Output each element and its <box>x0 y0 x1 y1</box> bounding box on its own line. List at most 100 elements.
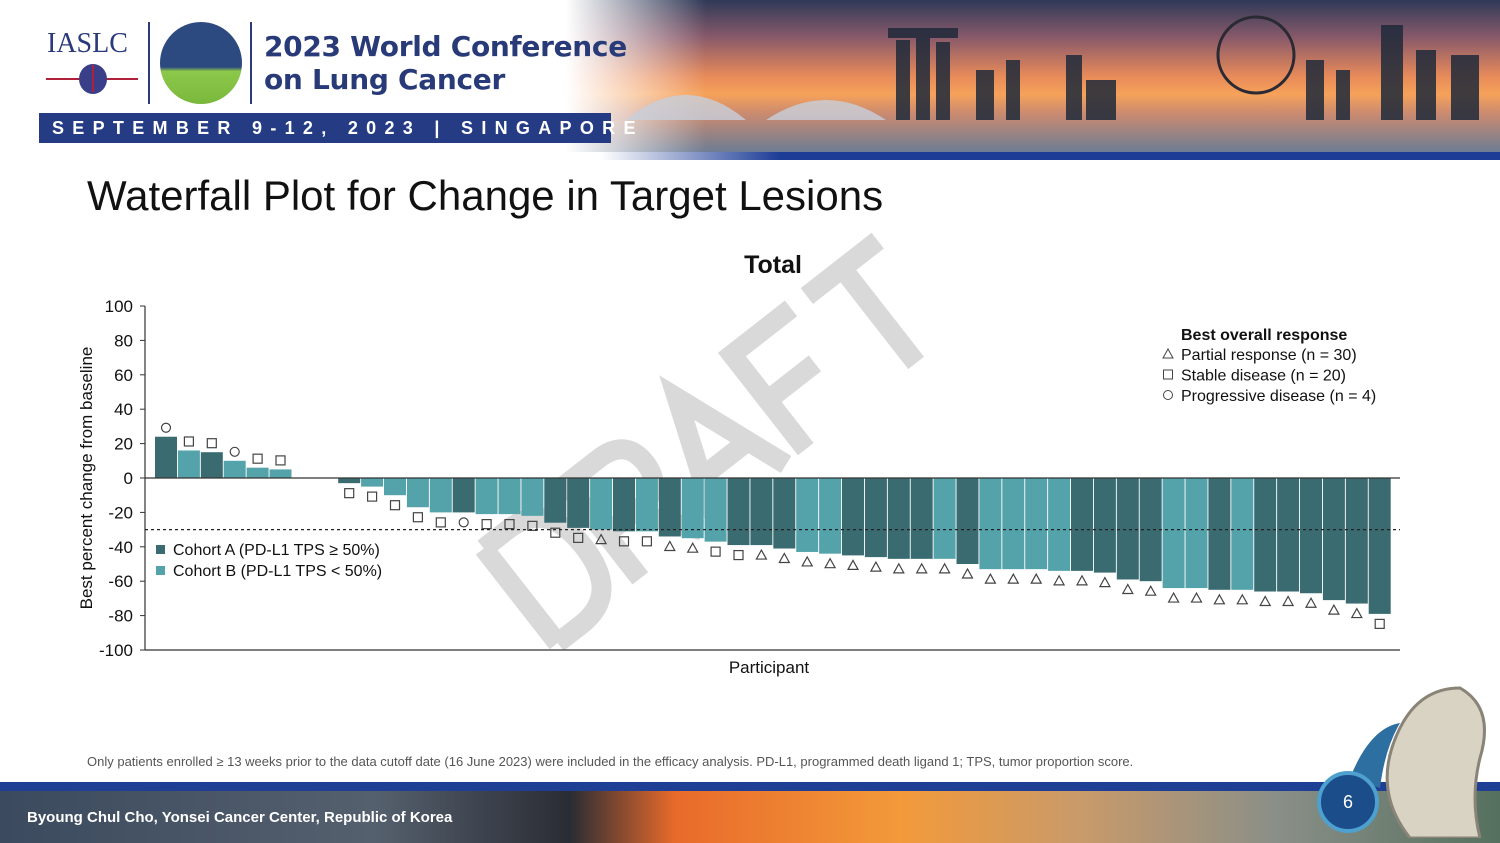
stable-disease-marker <box>504 519 515 530</box>
y-axis-label: Best percent change from baseline <box>77 347 96 610</box>
footer-line <box>0 782 1500 791</box>
y-tick-label: -40 <box>108 538 133 557</box>
bar-cohort-a <box>1345 478 1368 604</box>
y-tick-label: 60 <box>114 366 133 385</box>
partial-response-marker <box>686 541 699 553</box>
partial-response-marker <box>1282 595 1295 607</box>
partial-response-marker <box>1007 572 1020 584</box>
page-number: 6 <box>1317 771 1379 833</box>
bar-cohort-b <box>429 478 452 513</box>
bar-cohort-b <box>1231 478 1254 590</box>
partial-response-marker <box>846 559 860 570</box>
conference-title-line2: on Lung Cancer <box>264 63 505 96</box>
legend-circle-icon <box>1163 390 1173 400</box>
y-tick-label: 40 <box>114 400 133 419</box>
bar-cohort-b <box>1185 478 1208 589</box>
bar-cohort-b <box>475 478 498 515</box>
bar-cohort-b <box>979 478 1002 570</box>
legend-cohort-a: Cohort A (PD-L1 TPS ≥ 50%) <box>173 542 380 559</box>
y-tick-label: -80 <box>108 607 133 626</box>
bar-cohort-b <box>635 478 658 532</box>
progressive-disease-marker <box>229 446 240 457</box>
bar-cohort-a <box>956 478 979 564</box>
bar-cohort-b <box>1025 478 1048 570</box>
legend-cohort-b: Cohort B (PD-L1 TPS < 50%) <box>173 563 382 580</box>
conference-title-line1: 2023 World Conference <box>264 30 627 63</box>
bar-cohort-b <box>590 478 613 530</box>
partial-response-marker <box>938 562 951 574</box>
y-tick-label: -20 <box>108 503 133 522</box>
stable-disease-marker <box>1374 618 1385 629</box>
bar-cohort-b <box>819 478 842 554</box>
partial-response-marker <box>755 548 768 560</box>
legend-response-sd: Stable disease (n = 20) <box>1181 368 1346 385</box>
y-tick-label: -100 <box>99 641 133 660</box>
stable-disease-marker <box>344 488 355 499</box>
stable-disease-marker <box>412 512 423 523</box>
progressive-disease-marker <box>160 422 172 433</box>
bar-cohort-b <box>177 450 200 478</box>
merlion-icon <box>1350 686 1486 838</box>
stable-disease-marker <box>618 536 630 547</box>
partial-response-marker <box>778 552 791 564</box>
legend-triangle-icon <box>1162 347 1174 359</box>
date-location-bar: SEPTEMBER 9-12, 2023 | SINGAPORE <box>39 113 635 143</box>
bar-cohort-b <box>1002 478 1025 570</box>
partial-response-marker <box>961 567 974 579</box>
partial-response-marker <box>1213 593 1226 605</box>
divider <box>148 22 150 104</box>
stable-disease-marker <box>389 500 401 511</box>
bar-cohort-a <box>452 478 475 513</box>
stable-disease-marker <box>733 549 744 561</box>
stable-disease-marker <box>550 527 561 538</box>
chart-title: Total <box>744 251 802 279</box>
slide-title: Waterfall Plot for Change in Target Lesi… <box>87 172 884 219</box>
bar-cohort-a <box>544 478 567 523</box>
bar-cohort-a <box>567 478 590 528</box>
bar-cohort-a <box>155 436 177 478</box>
bar-cohort-b <box>384 478 406 496</box>
partial-response-marker <box>1236 593 1249 605</box>
singapore-skyline-banner <box>566 0 1500 152</box>
bar-cohort-a <box>658 478 681 537</box>
legend-square-icon <box>1163 369 1173 380</box>
bar-cohort-b <box>1162 478 1185 589</box>
partial-response-marker <box>1075 574 1089 586</box>
bar-cohort-b <box>704 478 727 542</box>
partial-response-marker <box>1190 591 1203 603</box>
stable-disease-marker <box>481 519 492 530</box>
partial-response-marker <box>1030 572 1043 584</box>
stable-disease-marker <box>573 532 584 543</box>
bar-cohort-a <box>887 478 910 559</box>
bar-cohort-a <box>1093 478 1116 573</box>
y-tick-label: 20 <box>114 435 133 454</box>
partial-response-marker <box>1259 595 1272 607</box>
bar-cohort-b <box>223 460 246 478</box>
partial-response-marker <box>1098 576 1111 588</box>
bar-cohort-b <box>933 478 956 559</box>
stable-disease-marker <box>183 436 194 447</box>
partial-response-marker <box>1144 584 1157 596</box>
bar-cohort-a <box>1208 478 1231 590</box>
y-tick-label: 80 <box>114 331 133 350</box>
conference-title: 2023 World Conference on Lung Cancer <box>264 30 627 96</box>
watermark-letter <box>475 507 612 651</box>
bar-cohort-a <box>1071 478 1093 571</box>
y-tick-label: 100 <box>105 297 133 316</box>
partial-response-marker <box>984 572 997 584</box>
bar-cohort-b <box>406 478 429 508</box>
watermark-letter <box>800 232 924 370</box>
bar-cohort-a <box>910 478 933 559</box>
legend-swatch-cohort-a <box>156 545 165 554</box>
presenter-credit: Byoung Chul Cho, Yonsei Cancer Center, R… <box>27 809 453 826</box>
partial-response-marker <box>595 533 608 545</box>
bar-cohort-a <box>1139 478 1162 582</box>
bar-cohort-b <box>361 478 384 487</box>
bar-cohort-a <box>750 478 773 546</box>
bar-cohort-b <box>498 478 521 515</box>
footnote: Only patients enrolled ≥ 13 weeks prior … <box>87 754 1134 769</box>
partial-response-marker <box>1304 597 1318 608</box>
bar-cohort-a <box>727 478 750 546</box>
stable-disease-marker <box>206 438 217 449</box>
bar-cohort-b <box>681 478 704 539</box>
